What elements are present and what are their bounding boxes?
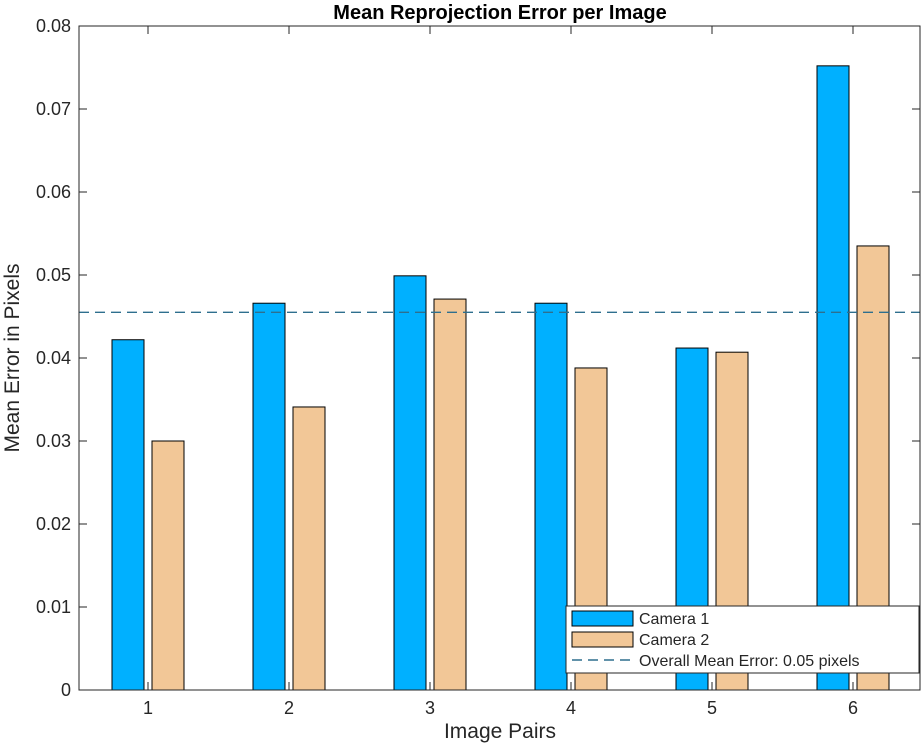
- legend-label-camera-2: Camera 2: [639, 632, 709, 649]
- bar-series-1-pair-3: [393, 275, 427, 691]
- legend-swatch-camera-1: [571, 610, 634, 627]
- y-tick-label: 0: [61, 680, 71, 700]
- chart-title: Mean Reprojection Error per Image: [333, 2, 666, 24]
- x-tick-label: 3: [425, 698, 435, 718]
- legend-label-camera-1: Camera 1: [639, 611, 709, 628]
- x-axis-label: Image Pairs: [444, 720, 556, 743]
- bar-series-1-pair-4: [534, 302, 568, 691]
- bar-series-1-pair-6: [816, 65, 850, 691]
- x-tick-label: 6: [848, 698, 858, 718]
- y-tick-label: 0.03: [36, 431, 71, 451]
- y-tick-label: 0.04: [36, 348, 71, 368]
- bar-series-2-pair-3: [433, 298, 467, 691]
- bar-series-1-pair-2: [252, 302, 286, 691]
- legend-label-overall-mean: Overall Mean Error: 0.05 pixels: [639, 653, 860, 670]
- legend: Camera 1 Camera 2 Overall Mean Error: 0.…: [565, 605, 920, 674]
- x-tick-label: 2: [284, 698, 294, 718]
- x-tick-label: 5: [707, 698, 717, 718]
- y-tick-label: 0.05: [36, 265, 71, 285]
- x-tick-label: 4: [566, 698, 576, 718]
- x-tick-label: 1: [143, 698, 153, 718]
- y-axis-label: Mean Error in Pixels: [1, 263, 24, 452]
- y-tick-label: 0.06: [36, 182, 71, 202]
- y-tick-label: 0.08: [36, 16, 71, 36]
- y-tick-label: 0.02: [36, 514, 71, 534]
- y-tick-label: 0.07: [36, 99, 71, 119]
- x-axis: 1 2 3 4 5 6: [143, 26, 858, 718]
- y-axis: 0 0.01 0.02 0.03 0.04 0.05 0.06 0.07 0.08: [36, 16, 920, 700]
- y-tick-label: 0.01: [36, 597, 71, 617]
- legend-swatch-camera-2: [571, 631, 634, 648]
- bar-series-2-pair-1: [151, 440, 185, 691]
- bar-series-1-pair-1: [111, 339, 145, 691]
- plot-area: [79, 26, 920, 690]
- bar-series-2-pair-2: [292, 406, 326, 691]
